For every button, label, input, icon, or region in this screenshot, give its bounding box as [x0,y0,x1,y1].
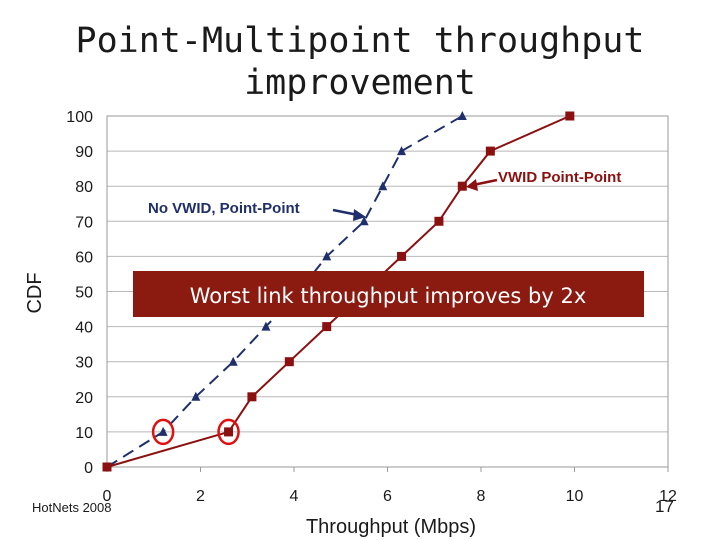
annotation-no-vwid-arrow [332,208,366,221]
highlight-circle-0 [151,418,175,446]
slide-title: Point-Multipoint throughput improvement [60,20,660,104]
x-tick-6: 12 [659,488,677,505]
series-0-point-8 [378,181,388,191]
x-tick-3: 6 [383,488,392,505]
series-0-point-2 [191,391,201,401]
series-1-point-9 [485,146,495,156]
y-tick-labels: 0 10 20 30 40 50 60 70 80 90 100 [66,109,93,477]
y-tick-8: 80 [75,179,93,196]
annotation-no-vwid: No VWID, Point-Point [148,200,300,217]
series-0-point-7 [359,216,369,226]
series-0-line [106,115,463,468]
series-0-point-9 [397,146,407,156]
series-1-point-8 [457,181,467,191]
y-tick-3: 30 [75,355,93,372]
footer-venue: HotNets 2008 [32,500,112,515]
annotation-vwid-arrow [466,178,498,191]
highlight-circle-1 [217,418,240,446]
x-tick-1: 2 [196,488,205,505]
y-tick-2: 20 [75,390,93,407]
y-tick-1: 10 [75,425,93,442]
callout-banner-text: Worst link throughput improves by 2x [190,284,587,308]
x-tick-5: 10 [566,488,584,505]
series-0-point-10 [457,111,467,120]
series-1-point-3 [284,357,294,367]
y-tick-0: 0 [84,460,93,477]
slide-title-line-2: improvement [244,63,476,103]
page-number: 17 [655,497,674,516]
plot-frame [106,115,669,468]
series-0-point-4 [261,321,271,331]
series-1-point-10 [565,111,575,121]
x-tick-labels: 0 2 4 6 8 10 12 [103,488,677,505]
x-tick-4: 8 [477,488,486,505]
slide-title-line-1: Point-Multipoint throughput [75,21,645,61]
series-1-point-0 [102,462,112,472]
y-axis-label: CDF [24,272,46,313]
x-tick-0: 0 [103,488,112,505]
annotation-vwid: VWID Point-Point [498,169,621,186]
y-tick-7: 70 [75,214,93,231]
series-0-point-6 [322,251,332,261]
y-tick-5: 50 [75,285,93,302]
series-1-point-6 [397,251,407,261]
series-1-point-2 [247,392,257,402]
y-tick-10: 100 [66,109,93,126]
series-0-point-1 [158,426,168,436]
series-1-point-1 [224,427,234,437]
x-tick-2: 4 [290,488,299,505]
x-axis-label: Throughput (Mbps) [306,516,476,538]
series-1-point-7 [434,216,444,226]
highlight-layer [151,418,240,446]
y-tick-9: 90 [75,144,93,161]
series-1-point-4 [322,322,332,332]
y-tick-6: 60 [75,249,93,266]
y-tick-4: 40 [75,320,93,337]
callout-banner: Worst link throughput improves by 2x [133,271,644,317]
series-0-point-3 [228,356,238,366]
